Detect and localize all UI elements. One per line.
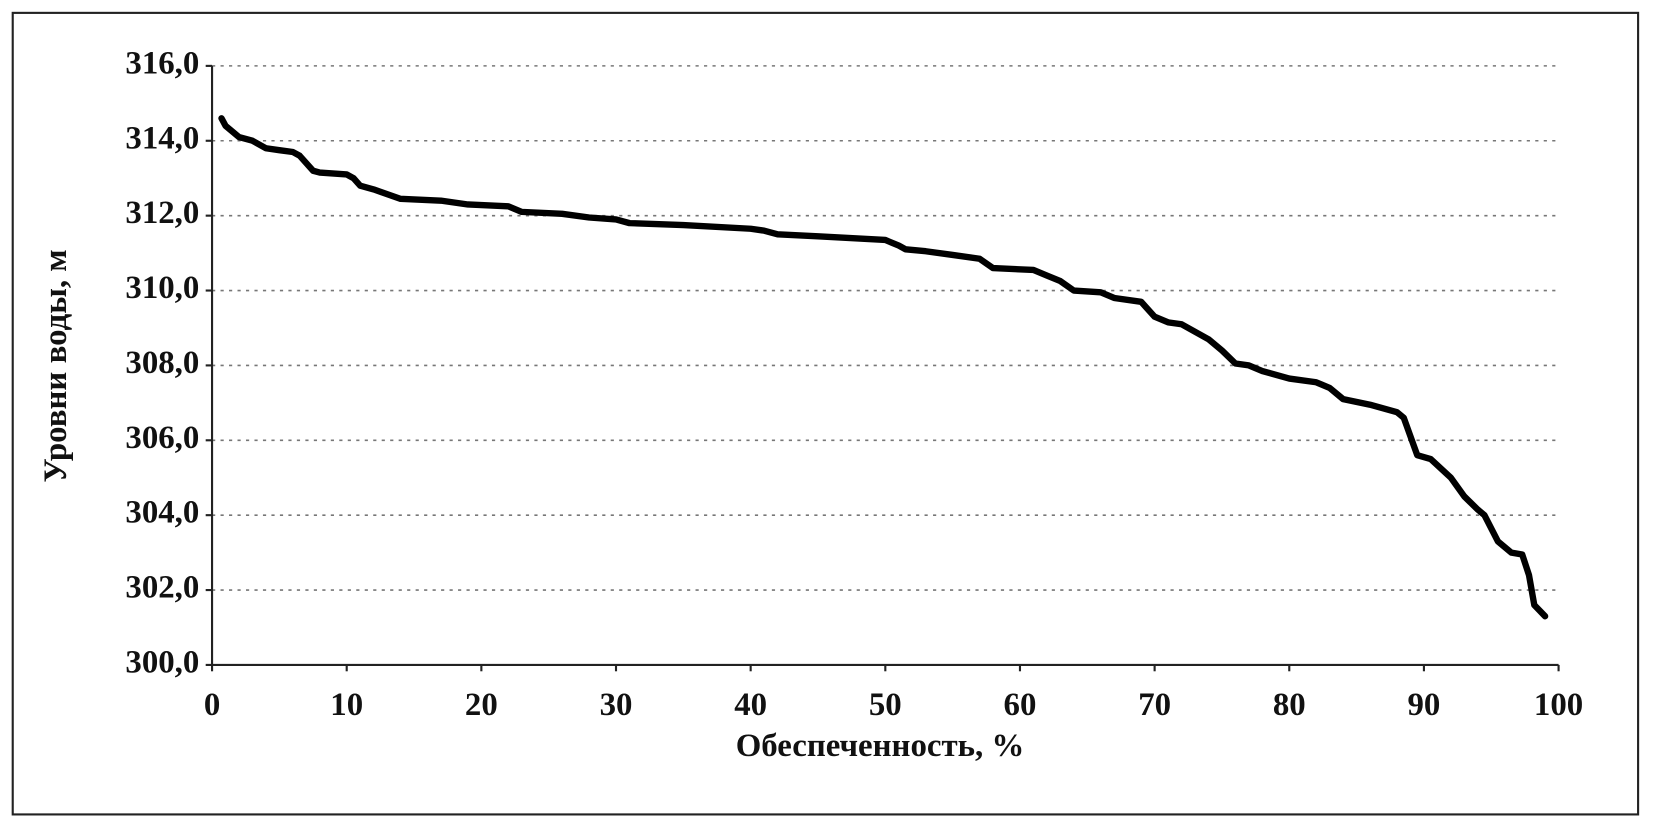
x-tick-label: 0 — [204, 687, 220, 723]
y-tick-label: 302,0 — [125, 570, 199, 606]
y-tick-label: 312,0 — [125, 195, 199, 231]
y-tick-label: 304,0 — [125, 495, 199, 531]
y-tick-label: 316,0 — [125, 45, 199, 81]
y-tick-label: 300,0 — [125, 644, 199, 680]
y-axis-label: Уровни воды, м — [38, 249, 74, 482]
x-tick-label: 10 — [330, 687, 363, 723]
chart-border — [11, 11, 1640, 816]
x-tick-label: 60 — [1004, 687, 1037, 723]
x-tick-label: 80 — [1273, 687, 1306, 723]
y-tick-label: 310,0 — [125, 270, 199, 306]
x-tick-label: 100 — [1534, 687, 1583, 723]
x-tick-label: 90 — [1407, 687, 1440, 723]
x-tick-label: 40 — [734, 687, 767, 723]
y-tick-label: 308,0 — [125, 345, 199, 381]
y-tick-label: 314,0 — [125, 120, 199, 156]
x-tick-label: 50 — [869, 687, 902, 723]
x-axis-label: Обеспеченность, % — [736, 728, 1025, 764]
y-tick-label: 306,0 — [125, 420, 199, 456]
x-tick-label: 20 — [465, 687, 498, 723]
x-tick-label: 70 — [1138, 687, 1171, 723]
data-line — [218, 115, 1549, 620]
x-tick-label: 30 — [600, 687, 633, 723]
